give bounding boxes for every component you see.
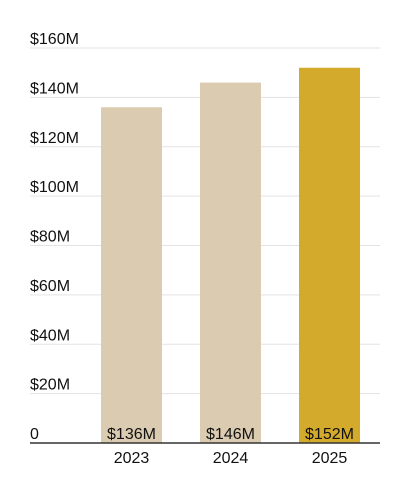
data-label-2023: $136M: [107, 426, 156, 443]
y-axis-tick-labels: 0 $20M $40M $60M $80M $100M $120M $140M $160M: [30, 31, 79, 443]
bar-2025: [299, 67, 360, 443]
y-tick-label: $120M: [30, 130, 79, 147]
data-label-2024: $146M: [206, 426, 255, 443]
y-tick-label: $20M: [30, 377, 70, 394]
y-tick-label: 0: [30, 426, 39, 443]
bar-2024: [200, 82, 261, 443]
bar-2023: [101, 107, 162, 443]
y-tick-label: $40M: [30, 327, 70, 344]
x-category-label-2023: 2023: [114, 450, 150, 467]
x-axis-category-labels: 2023 2024 2025: [114, 450, 348, 467]
y-tick-label: $140M: [30, 80, 79, 97]
y-tick-label: $60M: [30, 278, 70, 295]
y-tick-label: $100M: [30, 179, 79, 196]
x-category-label-2024: 2024: [213, 450, 249, 467]
bars: [101, 67, 360, 443]
bar-data-labels: $136M $146M $152M: [107, 426, 354, 443]
y-tick-label: $160M: [30, 31, 79, 48]
y-tick-label: $80M: [30, 229, 70, 246]
x-category-label-2025: 2025: [312, 450, 348, 467]
data-label-2025: $152M: [305, 426, 354, 443]
